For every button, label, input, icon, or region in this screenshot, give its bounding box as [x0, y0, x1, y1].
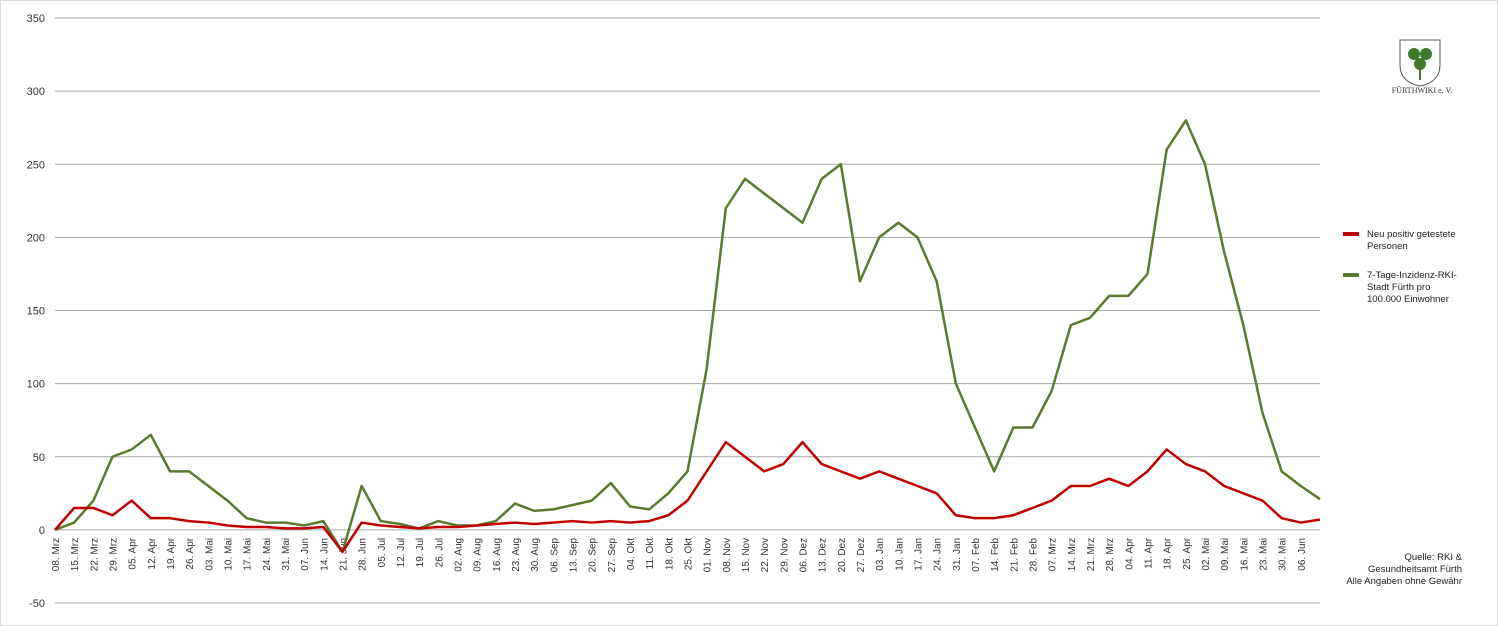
- y-tick-label: 200: [27, 232, 45, 244]
- x-tick-label: 05. Jul: [377, 538, 388, 567]
- x-tick-label: 03. Jan: [875, 538, 886, 571]
- x-tick-label: 29. Nov: [779, 538, 790, 572]
- x-tick-label: 28. Jun: [358, 538, 369, 571]
- x-tick-label: 27. Sep: [607, 537, 618, 572]
- x-tick-label: 13. Dez: [818, 538, 829, 572]
- x-tick-label: 22. Mrz: [89, 538, 100, 571]
- x-tick-label: 18. Apr: [1163, 537, 1174, 569]
- source-line: Alle Angaben ohne Gewähr: [1346, 576, 1462, 587]
- x-tick-label: 26. Apr: [185, 537, 196, 569]
- x-tick-label: 08. Mrz: [51, 538, 62, 571]
- x-tick-label: 29. Mrz: [109, 538, 120, 571]
- x-tick-label: 07. Mrz: [1048, 538, 1059, 571]
- x-tick-label: 08. Nov: [722, 538, 733, 572]
- x-tick-label: 11. Apr: [1144, 537, 1155, 569]
- legend-item: Neu positiv getestete Personen: [1343, 229, 1465, 253]
- y-tick-label: 100: [27, 379, 45, 391]
- x-tick-label: 20. Dez: [837, 538, 848, 572]
- y-tick-label: 150: [27, 306, 45, 318]
- x-tick-label: 18. Okt: [664, 538, 675, 570]
- x-tick-label: 11. Okt: [645, 538, 656, 570]
- source-line: Quelle: RKI &: [1404, 552, 1462, 563]
- y-tick-label: 350: [27, 13, 45, 25]
- x-tick-label: 14. Mrz: [1067, 538, 1078, 571]
- series-line: [54, 119, 1321, 554]
- series-line: [54, 440, 1321, 554]
- x-tick-label: 02. Mai: [1201, 538, 1212, 571]
- x-tick-label: 14. Jun: [319, 538, 330, 571]
- x-tick-label: 14. Feb: [990, 537, 1001, 571]
- y-tick-label: 250: [27, 159, 45, 171]
- x-tick-label: 15. Mrz: [70, 538, 81, 571]
- x-tick-label: 24. Jan: [933, 538, 944, 571]
- x-tick-label: 23. Mai: [1259, 538, 1270, 571]
- x-tick-label: 13. Sep: [569, 537, 580, 572]
- x-tick-label: 07. Feb: [971, 537, 982, 571]
- x-tick-label: 21. Feb: [1009, 537, 1020, 571]
- x-tick-label: 28. Feb: [1029, 537, 1040, 571]
- legend-label: Neu positiv getestete Personen: [1367, 229, 1456, 252]
- y-tick-label: 300: [27, 86, 45, 98]
- source-note: Quelle: RKI & Gesundheitsamt Fürth Alle …: [1346, 552, 1462, 588]
- logo-emblem: [1399, 39, 1441, 87]
- x-tick-label: 30. Mai: [1278, 538, 1289, 571]
- legend-item: 7-Tage-Inzidenz-RKI-Stadt Fürth pro 100.…: [1343, 270, 1465, 306]
- x-tick-label: 22. Nov: [760, 538, 771, 572]
- legend-swatch: [1343, 273, 1359, 277]
- x-tick-label: 28. Mrz: [1105, 538, 1116, 571]
- x-tick-label: 10. Mai: [224, 538, 235, 571]
- x-tick-label: 10. Jan: [894, 538, 905, 571]
- x-tick-label: 12. Jul: [396, 538, 407, 567]
- x-tick-label: 25. Okt: [684, 538, 695, 570]
- x-tick-label: 31. Jan: [952, 538, 963, 571]
- x-tick-label: 15. Nov: [741, 538, 752, 572]
- x-tick-label: 21. Mrz: [1086, 538, 1097, 571]
- x-tick-label: 02. Aug: [454, 538, 465, 572]
- x-tick-label: 26. Jul: [434, 538, 445, 567]
- x-tick-label: 01. Nov: [703, 538, 714, 572]
- x-tick-label: 17. Mai: [243, 538, 254, 571]
- logo-text: FÜRTHWIKI e. V.: [1392, 86, 1453, 95]
- x-tick-label: 25. Apr: [1182, 537, 1193, 569]
- x-tick-label: 09. Aug: [473, 538, 484, 572]
- x-tick-label: 04. Apr: [1124, 537, 1135, 569]
- y-tick-label: -50: [29, 598, 45, 610]
- legend-swatch: [1343, 232, 1359, 236]
- x-tick-label: 20. Sep: [588, 537, 599, 572]
- x-tick-label: 06. Dez: [799, 538, 810, 572]
- x-tick-label: 17. Jan: [914, 538, 925, 571]
- x-tick-label: 16. Aug: [492, 538, 503, 572]
- x-tick-label: 05. Apr: [128, 537, 139, 569]
- x-tick-label: 19. Jul: [415, 538, 426, 567]
- x-tick-label: 06. Jun: [1297, 538, 1308, 571]
- x-tick-label: 03. Mai: [204, 538, 215, 571]
- x-tick-label: 27. Dez: [856, 538, 867, 572]
- x-tick-label: 07. Jun: [300, 538, 311, 571]
- x-tick-label: 31. Mai: [281, 538, 292, 571]
- x-tick-label: 24. Mai: [262, 538, 273, 571]
- y-tick-label: 50: [33, 452, 45, 464]
- legend-label: 7-Tage-Inzidenz-RKI-Stadt Fürth pro 100.…: [1367, 270, 1457, 305]
- x-tick-label: 16. Mai: [1239, 538, 1250, 571]
- x-tick-label: 06. Sep: [549, 537, 560, 572]
- x-tick-label: 09. Mai: [1220, 538, 1231, 571]
- x-tick-label: 30. Aug: [530, 538, 541, 572]
- y-tick-label: 0: [39, 525, 45, 537]
- x-tick-label: 23. Aug: [511, 538, 522, 572]
- source-line: Gesundheitsamt Fürth: [1368, 564, 1462, 575]
- x-tick-label: 21. Jun: [339, 538, 350, 571]
- x-tick-label: 19. Apr: [166, 537, 177, 569]
- x-tick-label: 04. Okt: [626, 538, 637, 570]
- x-tick-label: 12. Apr: [147, 537, 158, 569]
